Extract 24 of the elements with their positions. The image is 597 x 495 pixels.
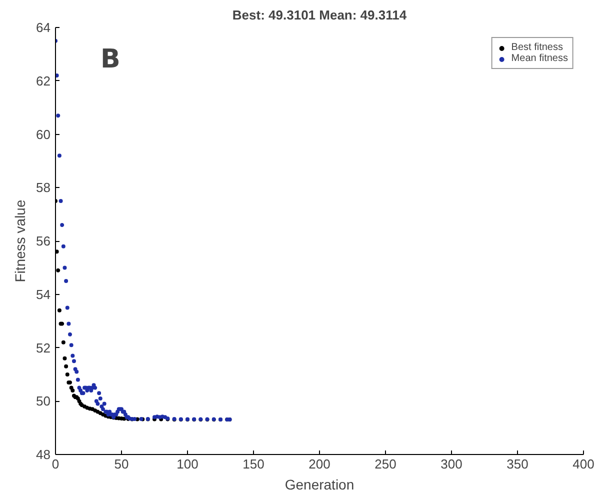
annotation: B <box>100 44 120 74</box>
y-tick-label: 58 <box>36 180 51 196</box>
x-tick-label: 250 <box>374 456 396 472</box>
legend-label: Mean fitness <box>511 53 568 64</box>
y-tick-label: 62 <box>36 73 51 88</box>
y-tick-label: 60 <box>36 126 51 142</box>
x-tick-label: 0 <box>52 456 60 472</box>
y-tick-label: 64 <box>36 20 51 35</box>
y-tick-label: 56 <box>36 234 51 248</box>
legend-label: Best fitness <box>511 42 563 53</box>
chart-title: Best: 49.3101 Mean: 49.3114 <box>232 8 408 22</box>
x-tick-label: 200 <box>308 456 330 472</box>
x-axis-title: Generation <box>284 476 354 492</box>
x-tick-label: 50 <box>114 456 129 472</box>
x-tick-label: 100 <box>176 456 198 472</box>
y-tick-label: 48 <box>36 447 51 462</box>
x-tick-label: 300 <box>440 456 462 472</box>
y-tick-label: 50 <box>36 394 51 409</box>
y-tick-label: 52 <box>36 340 51 356</box>
y-axis-title: Fitness value <box>12 200 28 282</box>
x-tick-label: 400 <box>572 456 594 472</box>
x-tick-label: 350 <box>506 456 528 472</box>
x-tick-label: 150 <box>242 456 264 472</box>
y-tick-label: 54 <box>36 286 51 302</box>
